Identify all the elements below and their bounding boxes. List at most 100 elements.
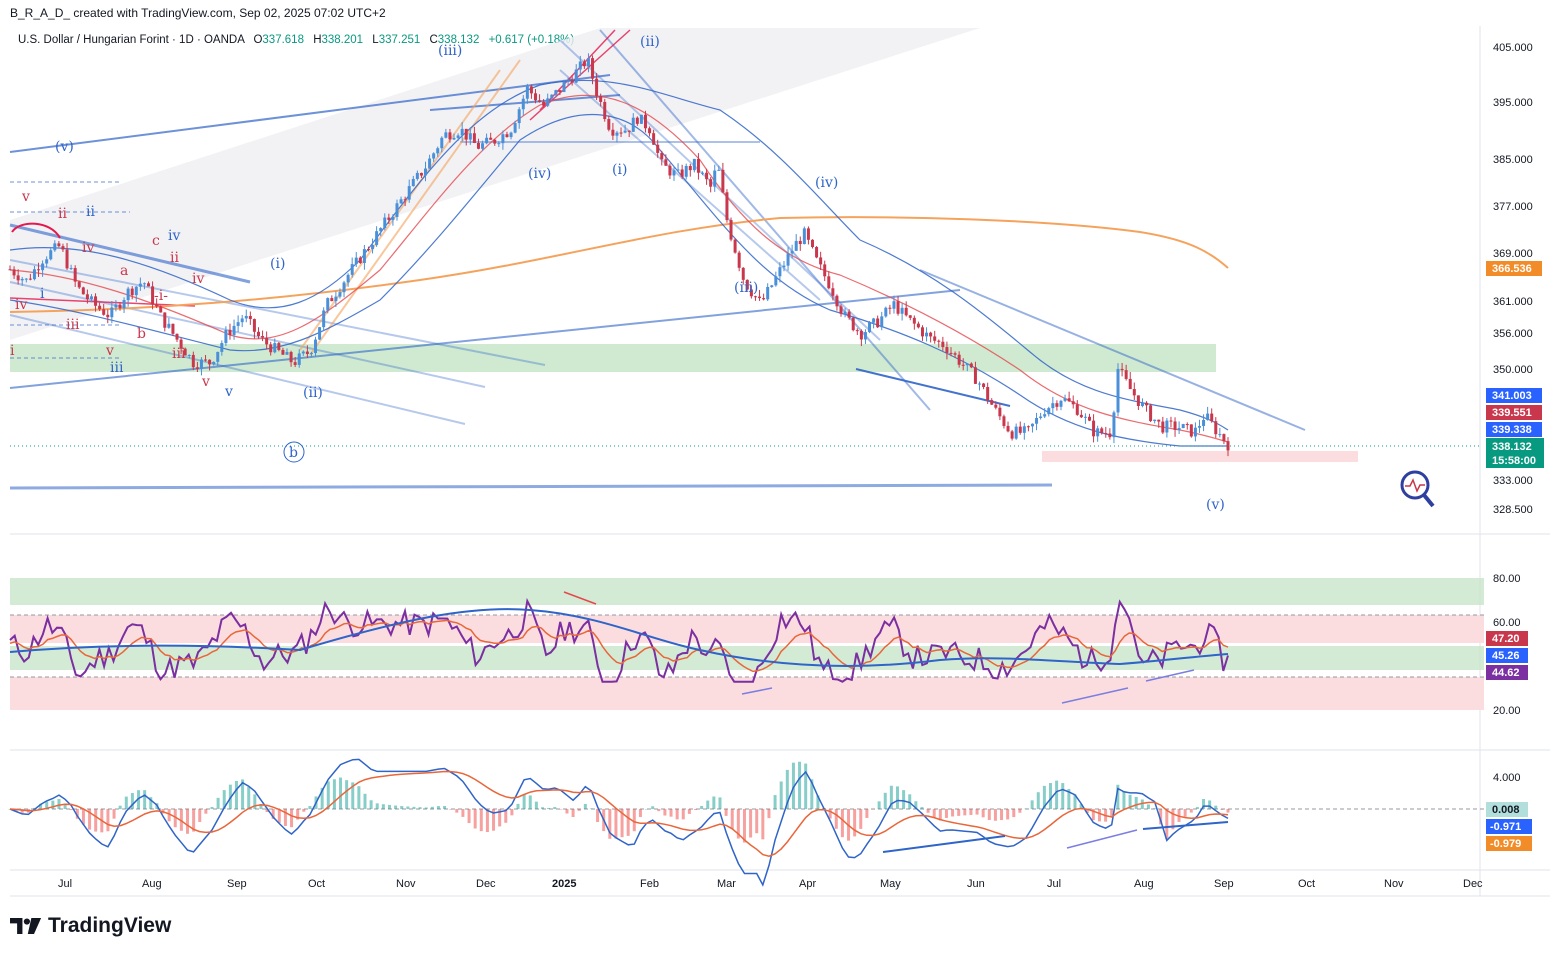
candle-body [285,352,289,355]
candle-body [676,169,680,171]
zoom-magnifier-icon[interactable] [1400,470,1435,508]
x-tick: Dec [1463,878,1483,890]
candle-body [81,287,85,295]
wave-labels: (v) v ii ii iv c iv ii a iv (i) i -i- iv… [10,34,1225,513]
candle-body [648,128,652,134]
candle-body [798,240,802,245]
candle-body [969,363,973,368]
macd-histogram-bar [137,790,141,809]
candle-body [236,322,240,326]
candle-body [428,158,432,169]
candle-body [920,327,924,337]
candle-body [436,148,440,154]
candle-body [94,296,98,306]
wave-label: v [21,189,30,205]
macd-histogram-bar [57,799,61,809]
candle-body [550,94,554,99]
candle-body [725,192,729,221]
wave-label: iii [110,360,124,376]
candle-body [929,332,933,337]
macd-histogram-bar [791,762,795,809]
candle-body [660,152,664,160]
wave-label: iii [172,346,186,362]
candle-body [961,364,965,366]
macd-histogram-bar [308,806,312,809]
y-tick: 395.000 [1493,97,1533,109]
orange-channel [299,59,521,356]
macd-histogram-bar [749,809,753,838]
candle-body [1104,433,1108,435]
macd-histogram-bar [1030,800,1034,809]
candle-body [350,264,354,275]
symbol-name[interactable]: U.S. Dollar / Hungarian Forint · 1D · OA… [18,34,245,46]
macd-histogram-bar [455,809,459,813]
candle-body [525,86,529,99]
candle-body [415,172,419,179]
candle-body [1197,425,1201,428]
wave-label: b [137,326,146,342]
rsi-axis: 80.00 60.00 20.00 47.20 45.26 44.62 [1486,573,1528,717]
candle-body [493,139,497,144]
macd-histogram-bar [253,794,257,809]
macd-line-badge: -0.971 [1490,821,1521,833]
candle-body [28,278,32,280]
candle-body [806,228,810,240]
tradingview-logo[interactable]: TradingView [10,914,171,938]
macd-histogram-bar [88,809,92,830]
high-label: H [313,34,322,46]
candle-body [293,362,297,365]
demand-zone [1042,451,1358,462]
macd-histogram-bar [540,807,544,809]
candle-body [1193,427,1197,437]
wave-label: (i) [612,162,627,178]
candle-body [261,336,265,338]
candle-body [419,172,423,176]
wave-label: (v) [1206,497,1225,513]
macd-histogram-bar [271,809,275,819]
candle-body [1059,400,1063,407]
candle-body [106,314,110,318]
macd-histogram-bar [571,809,575,818]
candle-body [990,400,994,405]
macd-histogram-bar [118,805,122,809]
macd-histogram-bar [106,809,110,832]
candle-body [159,306,163,313]
candle-body [1010,431,1014,439]
candle-body [582,61,586,67]
candle-body [472,133,476,143]
candle-body [701,172,705,174]
macd-histogram-bar [798,761,802,809]
candle-body [884,307,888,317]
macd-histogram-bar [810,779,814,809]
symbol-legend[interactable]: U.S. Dollar / Hungarian Forint · 1D · OA… [18,34,574,46]
candle-body [835,295,839,307]
candle-body [387,217,391,220]
candle-body [37,269,41,271]
rsi-tick: 20.00 [1493,705,1521,717]
chart-credit: B_R_A_D_ created with TradingView.com, S… [10,6,386,20]
candle-body [627,130,631,132]
candle-body [1030,423,1034,427]
candle-body [1047,408,1051,415]
macd-histogram-bar [320,787,324,809]
candle-body [61,246,65,250]
macd-histogram-bar [779,781,783,809]
candle-body [65,249,69,269]
macd-histogram-bar [418,807,422,809]
macd-histogram-bar [173,809,177,828]
macd-histogram-bar [81,809,85,825]
candle-body [957,354,961,365]
macd-histogram-bar [45,801,49,809]
macd-histogram-bar [179,809,183,831]
rsi-line [9,597,1229,683]
macd-histogram-bar [877,801,881,809]
candle-body [265,337,269,345]
candle-body [281,349,285,355]
macd-histogram-bar [1055,780,1059,809]
candle-body [273,343,277,353]
candle-body [1124,370,1128,379]
macd-histogram-bar [969,809,973,815]
macd-histogram-bar [1140,799,1144,809]
macd-histogram-bar [638,809,642,817]
